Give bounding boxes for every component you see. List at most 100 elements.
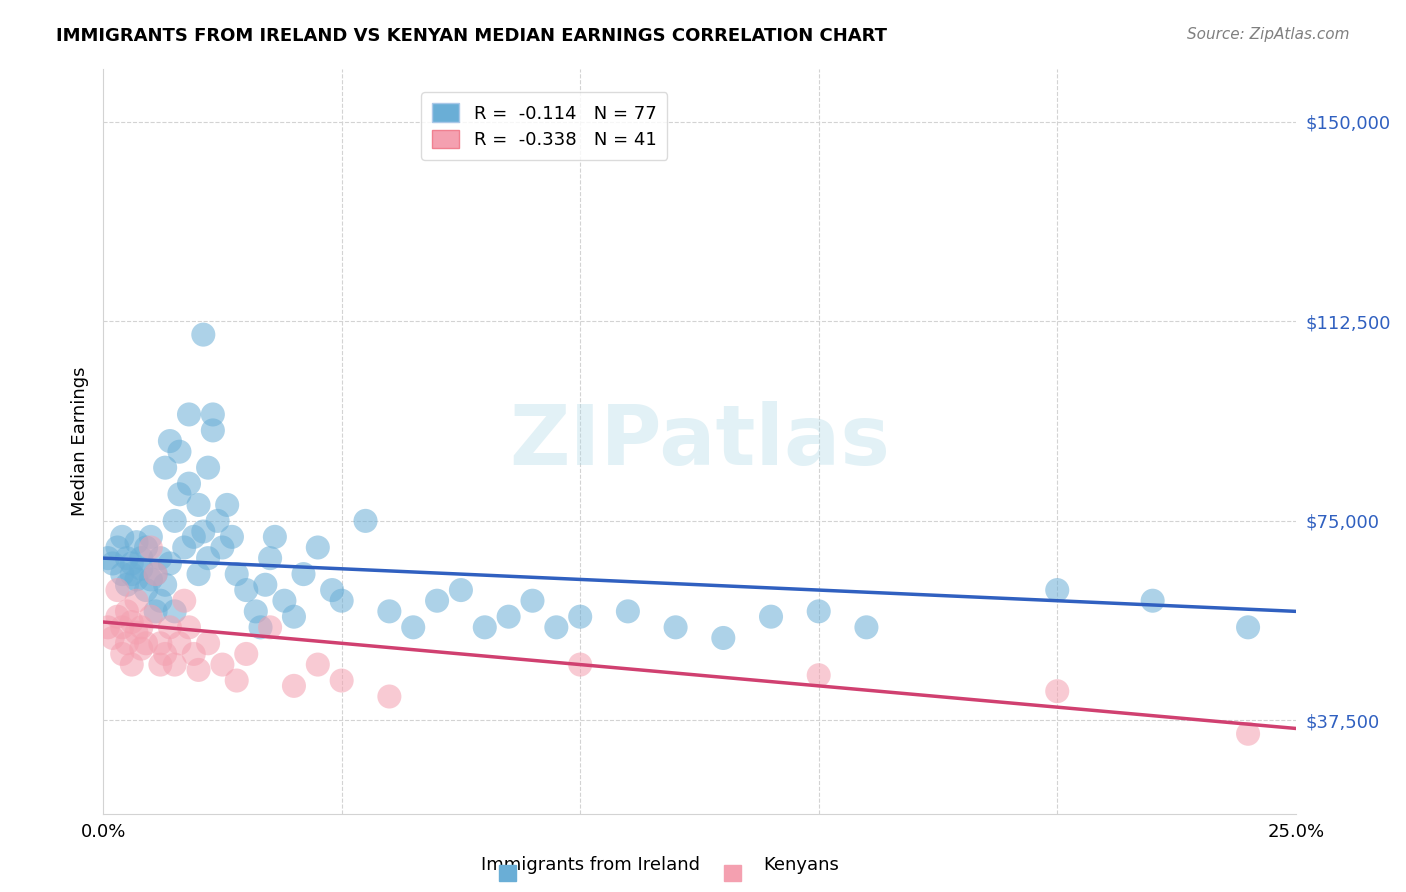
Point	[807, 604, 830, 618]
Point	[1142, 593, 1164, 607]
Point	[139, 541, 162, 555]
Point	[115, 604, 138, 618]
Point	[135, 636, 157, 650]
Point	[163, 604, 186, 618]
Point	[254, 578, 277, 592]
Point	[1237, 727, 1260, 741]
Point	[115, 578, 138, 592]
Point	[426, 593, 449, 607]
Text: Source: ZipAtlas.com: Source: ZipAtlas.com	[1187, 27, 1350, 42]
Point	[153, 647, 176, 661]
Point	[111, 567, 134, 582]
Point	[292, 567, 315, 582]
Text: ZIPatlas: ZIPatlas	[509, 401, 890, 482]
Point	[121, 567, 143, 582]
Point	[450, 583, 472, 598]
Point	[211, 657, 233, 672]
Point	[378, 604, 401, 618]
Point	[330, 593, 353, 607]
Point	[330, 673, 353, 688]
Point	[211, 541, 233, 555]
Point	[159, 620, 181, 634]
Legend: R =  -0.114   N = 77, R =  -0.338   N = 41: R = -0.114 N = 77, R = -0.338 N = 41	[422, 93, 668, 160]
Point	[307, 541, 329, 555]
Point	[225, 673, 247, 688]
Point	[221, 530, 243, 544]
Point	[163, 657, 186, 672]
Point	[235, 647, 257, 661]
Text: Immigrants from Ireland: Immigrants from Ireland	[481, 856, 700, 874]
Text: IMMIGRANTS FROM IRELAND VS KENYAN MEDIAN EARNINGS CORRELATION CHART: IMMIGRANTS FROM IRELAND VS KENYAN MEDIAN…	[56, 27, 887, 45]
Point	[1237, 620, 1260, 634]
Point	[201, 424, 224, 438]
Point	[263, 530, 285, 544]
Point	[474, 620, 496, 634]
Point	[125, 625, 148, 640]
Point	[101, 631, 124, 645]
Point	[149, 636, 172, 650]
Point	[129, 551, 152, 566]
Point	[115, 636, 138, 650]
Point	[111, 530, 134, 544]
Point	[145, 567, 167, 582]
Point	[149, 657, 172, 672]
Point	[569, 657, 592, 672]
Point	[107, 609, 129, 624]
Point	[855, 620, 877, 634]
Point	[617, 604, 640, 618]
Point	[569, 609, 592, 624]
Point	[173, 593, 195, 607]
Point	[125, 593, 148, 607]
Point	[169, 444, 191, 458]
Point	[193, 524, 215, 539]
Point	[235, 583, 257, 598]
Point	[177, 620, 200, 634]
Point	[183, 530, 205, 544]
Point	[201, 408, 224, 422]
Point	[273, 593, 295, 607]
Point	[378, 690, 401, 704]
Point	[217, 498, 239, 512]
Point	[159, 434, 181, 448]
Point	[259, 551, 281, 566]
Point	[121, 557, 143, 571]
Point	[111, 620, 134, 634]
Point	[129, 620, 152, 634]
Point	[187, 498, 209, 512]
Point	[193, 327, 215, 342]
Text: Kenyans: Kenyans	[763, 856, 839, 874]
Point	[97, 620, 120, 634]
Point	[665, 620, 688, 634]
Point	[169, 636, 191, 650]
Point	[197, 460, 219, 475]
Point	[145, 604, 167, 618]
Point	[169, 487, 191, 501]
Point	[129, 562, 152, 576]
Point	[159, 557, 181, 571]
Point	[711, 631, 734, 645]
Point	[283, 609, 305, 624]
Point	[125, 535, 148, 549]
Point	[321, 583, 343, 598]
Point	[187, 663, 209, 677]
Point	[245, 604, 267, 618]
Point	[111, 647, 134, 661]
Point	[173, 541, 195, 555]
Point	[145, 567, 167, 582]
Point	[149, 551, 172, 566]
Point	[139, 609, 162, 624]
Point	[187, 567, 209, 582]
Point	[522, 593, 544, 607]
Point	[354, 514, 377, 528]
Point	[759, 609, 782, 624]
Point	[107, 541, 129, 555]
Point	[153, 460, 176, 475]
Point	[139, 573, 162, 587]
Point	[97, 551, 120, 566]
Point	[153, 578, 176, 592]
Point	[129, 641, 152, 656]
Point	[177, 476, 200, 491]
Point	[1046, 684, 1069, 698]
Point	[207, 514, 229, 528]
Point	[259, 620, 281, 634]
